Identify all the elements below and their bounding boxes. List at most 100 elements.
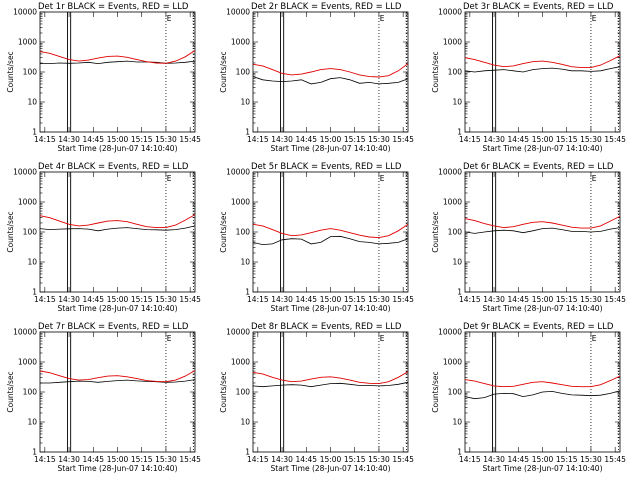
x-axis-label: Start Time (28-Jun-07 14:10:40) — [271, 304, 391, 313]
y-tick-label: 10 — [27, 98, 37, 107]
y-axis-label: Counts/sec — [219, 371, 228, 412]
panel-title: Det 8r BLACK = Events, RED = LLD — [251, 322, 402, 332]
x-tick-label: 14:30 — [271, 295, 293, 304]
y-tick-label: 100 — [236, 388, 251, 397]
plot-frame — [252, 331, 409, 453]
x-tick-label: 15:30 — [580, 295, 602, 304]
y-tick-label: 1 — [245, 448, 250, 457]
series-lld-line — [464, 215, 621, 229]
x-tick-label: 14:15 — [459, 135, 481, 144]
y-tick-label: 100 — [23, 228, 38, 237]
series-lld-line — [39, 370, 196, 383]
x-tick-label: 14:45 — [295, 455, 317, 464]
y-tick-label: 1 — [457, 288, 462, 297]
panel-title: Det 3r BLACK = Events, RED = LLD — [463, 2, 614, 12]
panel-det-5r: Det 5r BLACK = Events, RED = LLD 1 10 100 10… — [219, 162, 414, 313]
panel-det-1r: Det 1r BLACK = Events, RED = LLD 1 10 100 10… — [6, 2, 201, 153]
x-tick-label: 14:45 — [507, 455, 529, 464]
x-tick-label: 15:00 — [107, 295, 129, 304]
x-tick-label: 15:30 — [580, 135, 602, 144]
y-tick-label: 100 — [448, 68, 463, 77]
x-axis-label: Start Time (28-Jun-07 14:10:40) — [483, 304, 603, 313]
x-tick-label: 14:15 — [247, 455, 269, 464]
y-tick-label: 1000 — [18, 198, 37, 207]
y-tick-label: 10 — [452, 98, 462, 107]
x-tick-label: 15:15 — [344, 135, 366, 144]
x-tick-label: 15:15 — [131, 295, 153, 304]
panel-title: Det 2r BLACK = Events, RED = LLD — [251, 2, 402, 12]
x-tick-label: 15:45 — [392, 295, 414, 304]
x-tick-label: 15:00 — [532, 455, 554, 464]
x-tick-label: 15:00 — [107, 455, 129, 464]
x-tick-label: 14:15 — [459, 455, 481, 464]
x-tick-label: 15:15 — [131, 135, 153, 144]
panel-det-8r: Det 8r BLACK = Events, RED = LLD 1 10 100 10… — [219, 322, 414, 473]
x-tick-label: 14:15 — [34, 295, 56, 304]
x-tick-label: 14:30 — [483, 295, 505, 304]
x-tick-label: 15:30 — [368, 455, 390, 464]
series-events-line — [252, 381, 409, 388]
x-tick-label: 15:15 — [556, 135, 578, 144]
panel-title: Det 5r BLACK = Events, RED = LLD — [251, 162, 402, 172]
plot-frame — [39, 171, 196, 293]
x-tick-label: 15:00 — [320, 295, 342, 304]
x-tick-label: 14:45 — [82, 295, 104, 304]
x-tick-label: 15:45 — [179, 295, 201, 304]
y-tick-label: 100 — [236, 68, 251, 77]
y-tick-label: 1000 — [18, 358, 37, 367]
y-axis-label: Counts/sec — [219, 211, 228, 252]
y-tick-label: 1000 — [231, 198, 250, 207]
panel-title: Det 4r BLACK = Events, RED = LLD — [38, 162, 189, 172]
x-tick-label: 14:30 — [483, 455, 505, 464]
panel-det-6r: Det 6r BLACK = Events, RED = LLD 1 10 100 10… — [431, 162, 626, 313]
y-axis-label: Counts/sec — [6, 51, 15, 92]
y-tick-label: 1 — [245, 288, 250, 297]
x-tick-label: 15:45 — [604, 455, 626, 464]
y-tick-label: 1 — [457, 128, 462, 137]
series-events-line — [40, 60, 196, 65]
x-tick-label: 14:30 — [483, 135, 505, 144]
series-lld-line — [252, 63, 409, 78]
y-tick-label: 1000 — [443, 198, 462, 207]
x-tick-label: 14:45 — [82, 455, 104, 464]
y-tick-label: 10 — [452, 418, 462, 427]
y-tick-label: 10000 — [438, 8, 462, 17]
y-axis-label: Counts/sec — [431, 51, 440, 92]
x-tick-label: 15:30 — [368, 135, 390, 144]
y-tick-label: 100 — [448, 388, 463, 397]
y-tick-label: 10 — [240, 418, 250, 427]
y-tick-label: 10000 — [13, 8, 37, 17]
y-axis-label: Counts/sec — [431, 371, 440, 412]
y-tick-label: 10000 — [13, 168, 37, 177]
x-tick-label: 15:00 — [532, 135, 554, 144]
x-tick-label: 14:15 — [34, 455, 56, 464]
y-tick-label: 1 — [32, 448, 37, 457]
y-tick-label: 10000 — [438, 328, 462, 337]
marker-label: E — [167, 334, 172, 343]
series-events-line — [464, 390, 621, 400]
y-tick-label: 10 — [240, 98, 250, 107]
y-tick-label: 100 — [23, 68, 38, 77]
panel-det-7r: Det 7r BLACK = Events, RED = LLD 1 10 100 10… — [6, 322, 201, 473]
x-tick-label: 15:15 — [556, 455, 578, 464]
marker-label: E — [167, 14, 172, 23]
marker-label: E — [380, 174, 385, 183]
x-tick-label: 15:30 — [580, 455, 602, 464]
x-tick-label: 14:45 — [295, 295, 317, 304]
x-tick-label: 14:15 — [34, 135, 56, 144]
y-tick-label: 10000 — [226, 328, 250, 337]
y-axis-label: Counts/sec — [6, 211, 15, 252]
y-tick-label: 1000 — [18, 38, 37, 47]
x-tick-label: 15:45 — [604, 135, 626, 144]
y-tick-label: 100 — [23, 388, 38, 397]
y-tick-label: 1 — [245, 128, 250, 137]
x-tick-label: 14:15 — [459, 295, 481, 304]
x-tick-label: 15:00 — [320, 135, 342, 144]
series-events-line — [464, 227, 621, 234]
y-tick-label: 1000 — [443, 38, 462, 47]
y-axis-label: Counts/sec — [6, 371, 15, 412]
x-tick-label: 14:45 — [507, 295, 529, 304]
panel-det-2r: Det 2r BLACK = Events, RED = LLD 1 10 100 10… — [219, 2, 414, 153]
x-tick-label: 14:30 — [58, 455, 80, 464]
series-lld-line — [39, 50, 196, 64]
